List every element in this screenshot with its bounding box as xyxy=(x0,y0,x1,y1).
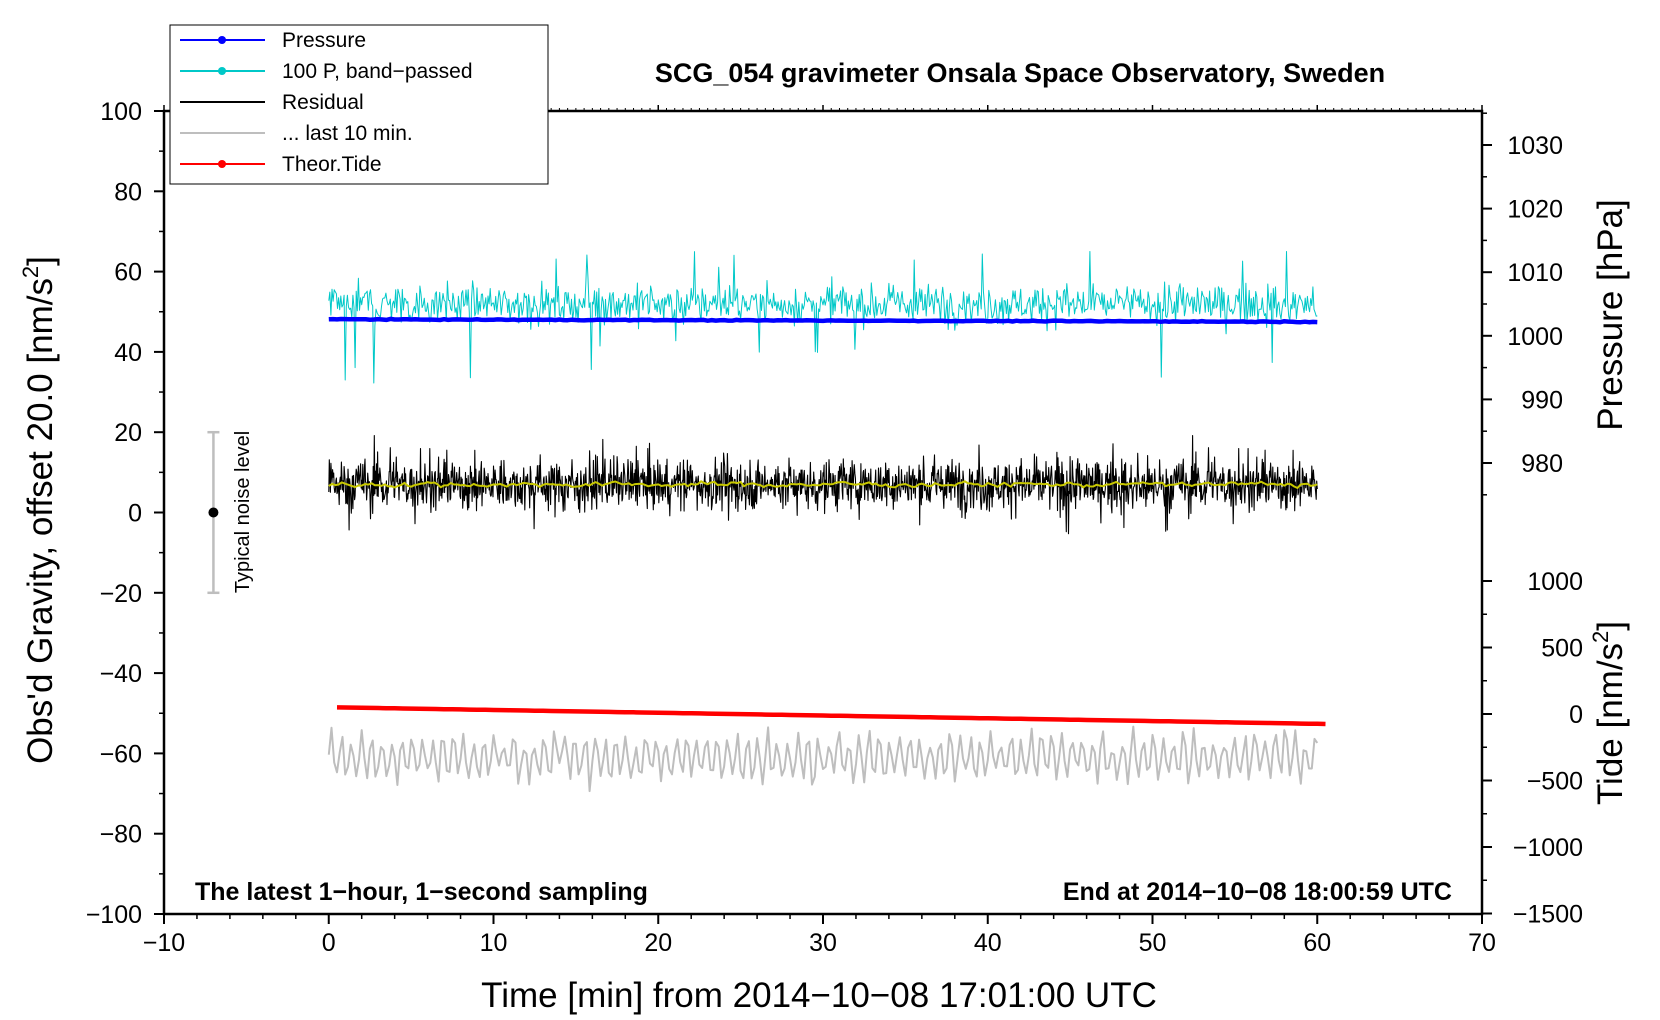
x-tick-label: 20 xyxy=(644,929,672,957)
series-pressure xyxy=(328,316,1318,325)
y-axis-label-tide-text: Tide [nm/s xyxy=(1591,643,1630,805)
legend-label: Residual xyxy=(282,91,364,114)
pressure-tick-label: 1020 xyxy=(1507,196,1563,224)
legend-label: Theor.Tide xyxy=(282,153,382,176)
x-tick-label: 10 xyxy=(480,929,508,957)
y-axis-label-pressure: Pressure [hPa] xyxy=(1591,199,1630,431)
x-tick-label: 60 xyxy=(1303,929,1331,957)
tide-tick-label: −500 xyxy=(1527,768,1583,796)
x-tick-label: 50 xyxy=(1139,929,1167,957)
pressure-tick-label: 990 xyxy=(1521,386,1563,414)
legend-item: 100 P, band−passed xyxy=(180,60,473,83)
y-tick-label: 40 xyxy=(114,339,142,367)
series-residual xyxy=(328,435,1318,535)
y-axis-label-tide-close: ] xyxy=(1591,621,1630,631)
y-tick-label: −80 xyxy=(100,821,142,849)
series-residual-smoothed xyxy=(328,480,1318,489)
legend-swatch-marker xyxy=(218,36,226,44)
tide-tick-label: 500 xyxy=(1541,635,1583,663)
annotation-left: The latest 1−hour, 1−second sampling xyxy=(195,878,648,906)
ticks-layer: −10 0 10 20 30 40 50 60 70−100−80−60−40−20020406… xyxy=(86,98,1583,957)
y-tick-label: 60 xyxy=(114,259,142,287)
tide-tick-label: −1000 xyxy=(1513,834,1583,862)
pressure-tick-label: 1000 xyxy=(1507,323,1563,351)
y-axis-label-left-exp: 2 xyxy=(18,266,43,278)
tide-tick-label: 0 xyxy=(1569,701,1583,729)
y-axis-label-tide: Tide [nm/s2] xyxy=(1588,621,1630,805)
y-tick-label: −60 xyxy=(100,740,142,768)
y-tick-label: −40 xyxy=(100,660,142,688)
legend-item: Residual xyxy=(180,91,364,114)
legend-item: Theor.Tide xyxy=(180,153,382,176)
y-axis-label-left-close: ] xyxy=(21,256,60,266)
chart-title: SCG_054 gravimeter Onsala Space Observat… xyxy=(655,58,1385,88)
legend-item: Pressure xyxy=(180,29,366,52)
legend-label: ... last 10 min. xyxy=(282,122,413,145)
x-tick-label: 0 xyxy=(322,929,336,957)
x-tick-label: 40 xyxy=(974,929,1002,957)
noise-label: Typical noise level xyxy=(232,431,254,593)
series-last-10-min xyxy=(327,725,1319,793)
y-axis-label-left-text: Obs'd Gravity, offset 20.0 [nm/s xyxy=(21,278,60,764)
legend-box xyxy=(169,24,549,185)
legend-items: Pressure 100 P, band−passed Residual ... la… xyxy=(180,29,473,176)
x-tick-label: 30 xyxy=(809,929,837,957)
pressure-tick-label: 1010 xyxy=(1507,259,1563,287)
legend-item: ... last 10 min. xyxy=(180,122,413,145)
y-axis-label-tide-exp: 2 xyxy=(1588,631,1613,643)
noise-bar-center xyxy=(208,507,219,518)
tide-tick-label: 1000 xyxy=(1527,568,1583,596)
legend-label: Pressure xyxy=(282,29,366,52)
noise-indicator: Typical noise level xyxy=(207,431,254,595)
pressure-tick-label: 1030 xyxy=(1507,132,1563,160)
y-tick-label: 80 xyxy=(114,178,142,206)
y-tick-label: 20 xyxy=(114,419,142,447)
x-axis-label: Time [min] from 2014−10−08 17:01:00 UTC xyxy=(481,976,1157,1015)
x-tick-label: 70 xyxy=(1468,929,1496,957)
series-layer xyxy=(327,251,1326,793)
plot-frame xyxy=(162,109,1484,916)
tide-tick-label: −1500 xyxy=(1513,901,1583,929)
legend-swatch-marker xyxy=(218,67,226,75)
annotation-right: End at 2014−10−08 18:00:59 UTC xyxy=(1063,878,1452,906)
pressure-tick-label: 980 xyxy=(1521,450,1563,478)
x-tick-label: −10 xyxy=(143,929,185,957)
y-axis-label-left: Obs'd Gravity, offset 20.0 [nm/s2] xyxy=(18,256,60,764)
y-tick-label: −20 xyxy=(100,580,142,608)
legend-swatch-marker xyxy=(218,160,226,168)
y-tick-label: −100 xyxy=(86,901,142,929)
series-theor-tide xyxy=(336,705,1326,727)
series-100-p-band-passed xyxy=(328,251,1318,384)
y-tick-label: 0 xyxy=(128,500,142,528)
legend: Pressure 100 P, band−passed Residual ... la… xyxy=(169,24,549,185)
legend-label: 100 P, band−passed xyxy=(282,60,473,83)
y-tick-label: 100 xyxy=(100,98,142,126)
